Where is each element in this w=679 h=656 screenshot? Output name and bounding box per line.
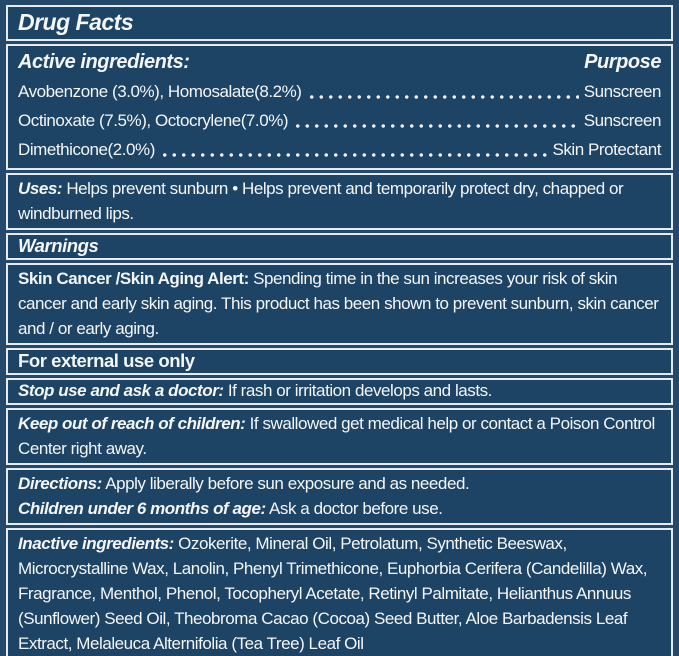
skin-cancer-alert-label: Skin Cancer /Skin Aging Alert: [18,269,249,288]
stop-use-text: If rash or irritation develops and lasts… [227,381,493,400]
directions-label: Directions: [18,474,102,493]
children-text: Ask a doctor before use. [269,499,443,518]
keep-out-text: If swallowed get medical help or contact… [18,414,655,458]
inactive-ingredients-paragraph: Inactive ingredients: Ozokerite, Mineral… [18,531,661,656]
inactive-ingredients-label: Inactive ingredients: [18,534,174,553]
keep-out-paragraph: Keep out of reach of children: If swallo… [18,411,661,461]
skin-cancer-alert-section: Skin Cancer /Skin Aging Alert: Spending … [6,263,673,345]
purpose-heading: Purpose [584,51,661,73]
drug-facts-title: Drug Facts [18,9,134,35]
inactive-ingredients-section: Inactive ingredients: Ozokerite, Mineral… [6,528,673,656]
stop-use-paragraph: Stop use and ask a doctor: If rash or ir… [18,380,661,402]
external-use-text: For external use only [18,350,195,371]
stop-use-section: Stop use and ask a doctor: If rash or ir… [6,378,673,405]
skin-cancer-alert-paragraph: Skin Cancer /Skin Aging Alert: Spending … [18,266,661,341]
inactive-ingredients-text: Ozokerite, Mineral Oil, Petrolatum, Synt… [18,534,648,653]
external-use-section: For external use only [6,348,673,375]
keep-out-label: Keep out of reach of children: [18,414,246,433]
active-ingredients-header-row: Active ingredients: Purpose [18,48,661,77]
children-paragraph: Children under 6 months of age: Ask a do… [18,496,661,521]
stop-use-label: Stop use and ask a doctor: [18,381,224,400]
directions-text: Apply liberally before sun exposure and … [105,474,470,493]
ingredient-name: Avobenzone (3.0%), Homosalate(8.2%) [18,82,302,101]
dot-leader [159,135,548,164]
ingredient-name: Dimethicone(2.0%) [18,140,155,159]
directions-section: Directions: Apply liberally before sun e… [6,468,673,525]
uses-section: Uses: Helps prevent sunburn • Helps prev… [6,173,673,230]
active-ingredients-section: Active ingredients: Purpose Avobenzone (… [6,44,673,170]
uses-paragraph: Uses: Helps prevent sunburn • Helps prev… [18,176,661,226]
dot-leader [293,106,579,135]
skin-cancer-alert-text: Spending time in the sun increases your … [18,269,659,338]
dot-leader [306,77,579,106]
ingredient-row: Octinoxate (7.5%), Octocrylene(7.0%) Sun… [18,106,661,135]
warnings-section: Warnings [6,233,673,260]
ingredient-purpose: Sunscreen [583,82,662,101]
ingredient-name: Octinoxate (7.5%), Octocrylene(7.0%) [18,111,289,130]
ingredient-row: Avobenzone (3.0%), Homosalate(8.2%) Suns… [18,77,661,106]
ingredient-purpose: Skin Protectant [552,140,661,159]
uses-label: Uses: [18,179,63,198]
warnings-heading: Warnings [18,235,99,256]
ingredient-purpose: Sunscreen [583,111,662,130]
active-ingredients-heading: Active ingredients: [18,51,190,73]
uses-text: Helps prevent sunburn • Helps prevent an… [18,179,624,223]
children-label: Children under 6 months of age: [18,499,266,518]
ingredient-row: Dimethicone(2.0%) Skin Protectant [18,135,661,164]
keep-out-of-reach-section: Keep out of reach of children: If swallo… [6,408,673,465]
drug-facts-header-section: Drug Facts [6,5,673,41]
directions-paragraph: Directions: Apply liberally before sun e… [18,471,661,496]
